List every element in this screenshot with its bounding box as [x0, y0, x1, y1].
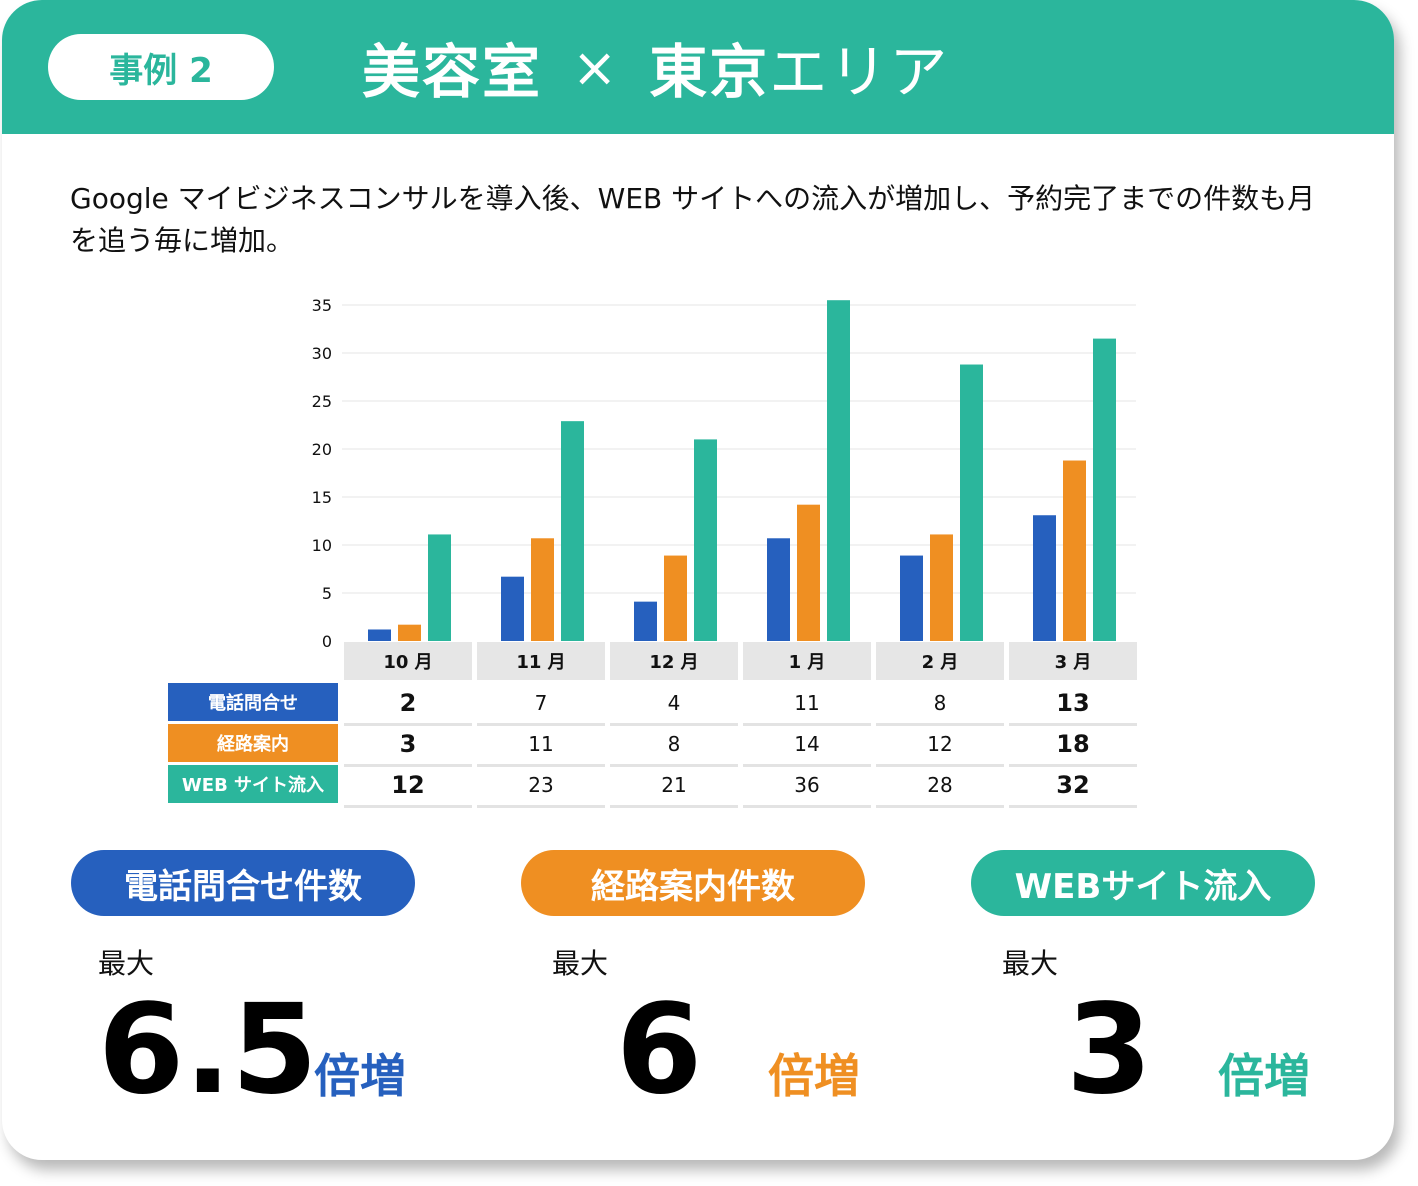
bar-web — [1093, 338, 1116, 641]
table-cell-web: 36 — [743, 765, 871, 808]
title-area-bold: 東京 — [649, 38, 770, 106]
bar-route — [930, 534, 953, 641]
table-cell-route: 3 — [344, 724, 472, 767]
table-cell-route: 8 — [610, 724, 738, 767]
bar-route — [664, 555, 687, 641]
stat-route-max-label: 最大 — [552, 947, 609, 980]
bar-web — [428, 534, 451, 641]
bar-route — [531, 538, 554, 641]
stat-phone-suffix: 倍増 — [314, 1049, 406, 1103]
table-cell-web: 12 — [344, 765, 472, 808]
y-tick-label: 35 — [312, 296, 332, 315]
bar-phone — [900, 555, 923, 641]
bar-route — [1063, 460, 1086, 641]
case-number-badge: 事例 2 — [48, 34, 274, 100]
y-tick-label: 20 — [312, 440, 332, 459]
month-label: 3 月 — [1009, 642, 1137, 680]
row-label-route: 経路案内 — [168, 724, 338, 762]
stat-phone-value: 6.5 — [98, 978, 318, 1122]
month-label: 10 月 — [344, 642, 472, 680]
bar-phone — [368, 629, 391, 641]
table-cell-web: 32 — [1009, 765, 1137, 808]
case-description: Google マイビジネスコンサルを導入後、WEB サイトへの流入が増加し、予約… — [70, 182, 1316, 257]
table-cell-route: 18 — [1009, 724, 1137, 767]
page-title: 美容室 × 東京 エリア — [362, 26, 949, 108]
stat-web-max-label: 最大 — [1002, 947, 1059, 980]
table-cell-phone: 4 — [610, 683, 738, 726]
bar-phone — [501, 576, 524, 641]
table-cell-web: 28 — [876, 765, 1004, 808]
stat-phone-max-label: 最大 — [98, 947, 155, 980]
bar-route — [398, 624, 421, 641]
y-tick-label: 30 — [312, 344, 332, 363]
table-cell-phone: 11 — [743, 683, 871, 726]
table-cell-route: 12 — [876, 724, 1004, 767]
stat-route-suffix: 倍増 — [768, 1049, 860, 1103]
bar-web — [561, 421, 584, 641]
bar-phone — [767, 538, 790, 641]
table-cell-phone: 8 — [876, 683, 1004, 726]
y-tick-label: 5 — [322, 584, 332, 603]
bar-web — [694, 439, 717, 641]
table-cell-phone: 2 — [344, 683, 472, 726]
bar-phone — [634, 601, 657, 641]
table-cell-web: 21 — [610, 765, 738, 808]
stat-phone-pill: 電話問合せ件数 — [71, 850, 415, 916]
bar-route — [797, 504, 820, 641]
row-label-phone: 電話問合せ — [168, 683, 338, 721]
stat-web-pill: WEBサイト流入 — [971, 850, 1315, 916]
stat-route-pill: 経路案内件数 — [521, 850, 865, 916]
y-tick-label: 25 — [312, 392, 332, 411]
header-bar: 事例 2 美容室 × 東京 エリア — [2, 0, 1394, 134]
y-tick-label: 0 — [322, 632, 332, 651]
title-area-thin: エリア — [769, 38, 950, 106]
month-label: 11 月 — [477, 642, 605, 680]
month-label: 1 月 — [743, 642, 871, 680]
row-label-web: WEB サイト流入 — [168, 765, 338, 803]
case-card: 事例 2 美容室 × 東京 エリア Google マイビジネスコンサルを導入後、… — [2, 0, 1394, 1160]
table-cell-phone: 13 — [1009, 683, 1137, 726]
stat-web-value: 3 — [1066, 978, 1153, 1122]
bar-web — [960, 364, 983, 641]
y-tick-label: 10 — [312, 536, 332, 555]
title-industry: 美容室 — [362, 38, 543, 106]
table-cell-web: 23 — [477, 765, 605, 808]
bar-web — [827, 300, 850, 641]
month-label: 12 月 — [610, 642, 738, 680]
stat-route-value: 6 — [616, 978, 703, 1122]
table-cell-route: 14 — [743, 724, 871, 767]
table-cell-route: 11 — [477, 724, 605, 767]
title-times-sign: × — [572, 35, 620, 99]
stat-web-suffix: 倍増 — [1218, 1049, 1310, 1103]
month-label: 2 月 — [876, 642, 1004, 680]
table-cell-phone: 7 — [477, 683, 605, 726]
y-tick-label: 15 — [312, 488, 332, 507]
bar-phone — [1033, 515, 1056, 641]
